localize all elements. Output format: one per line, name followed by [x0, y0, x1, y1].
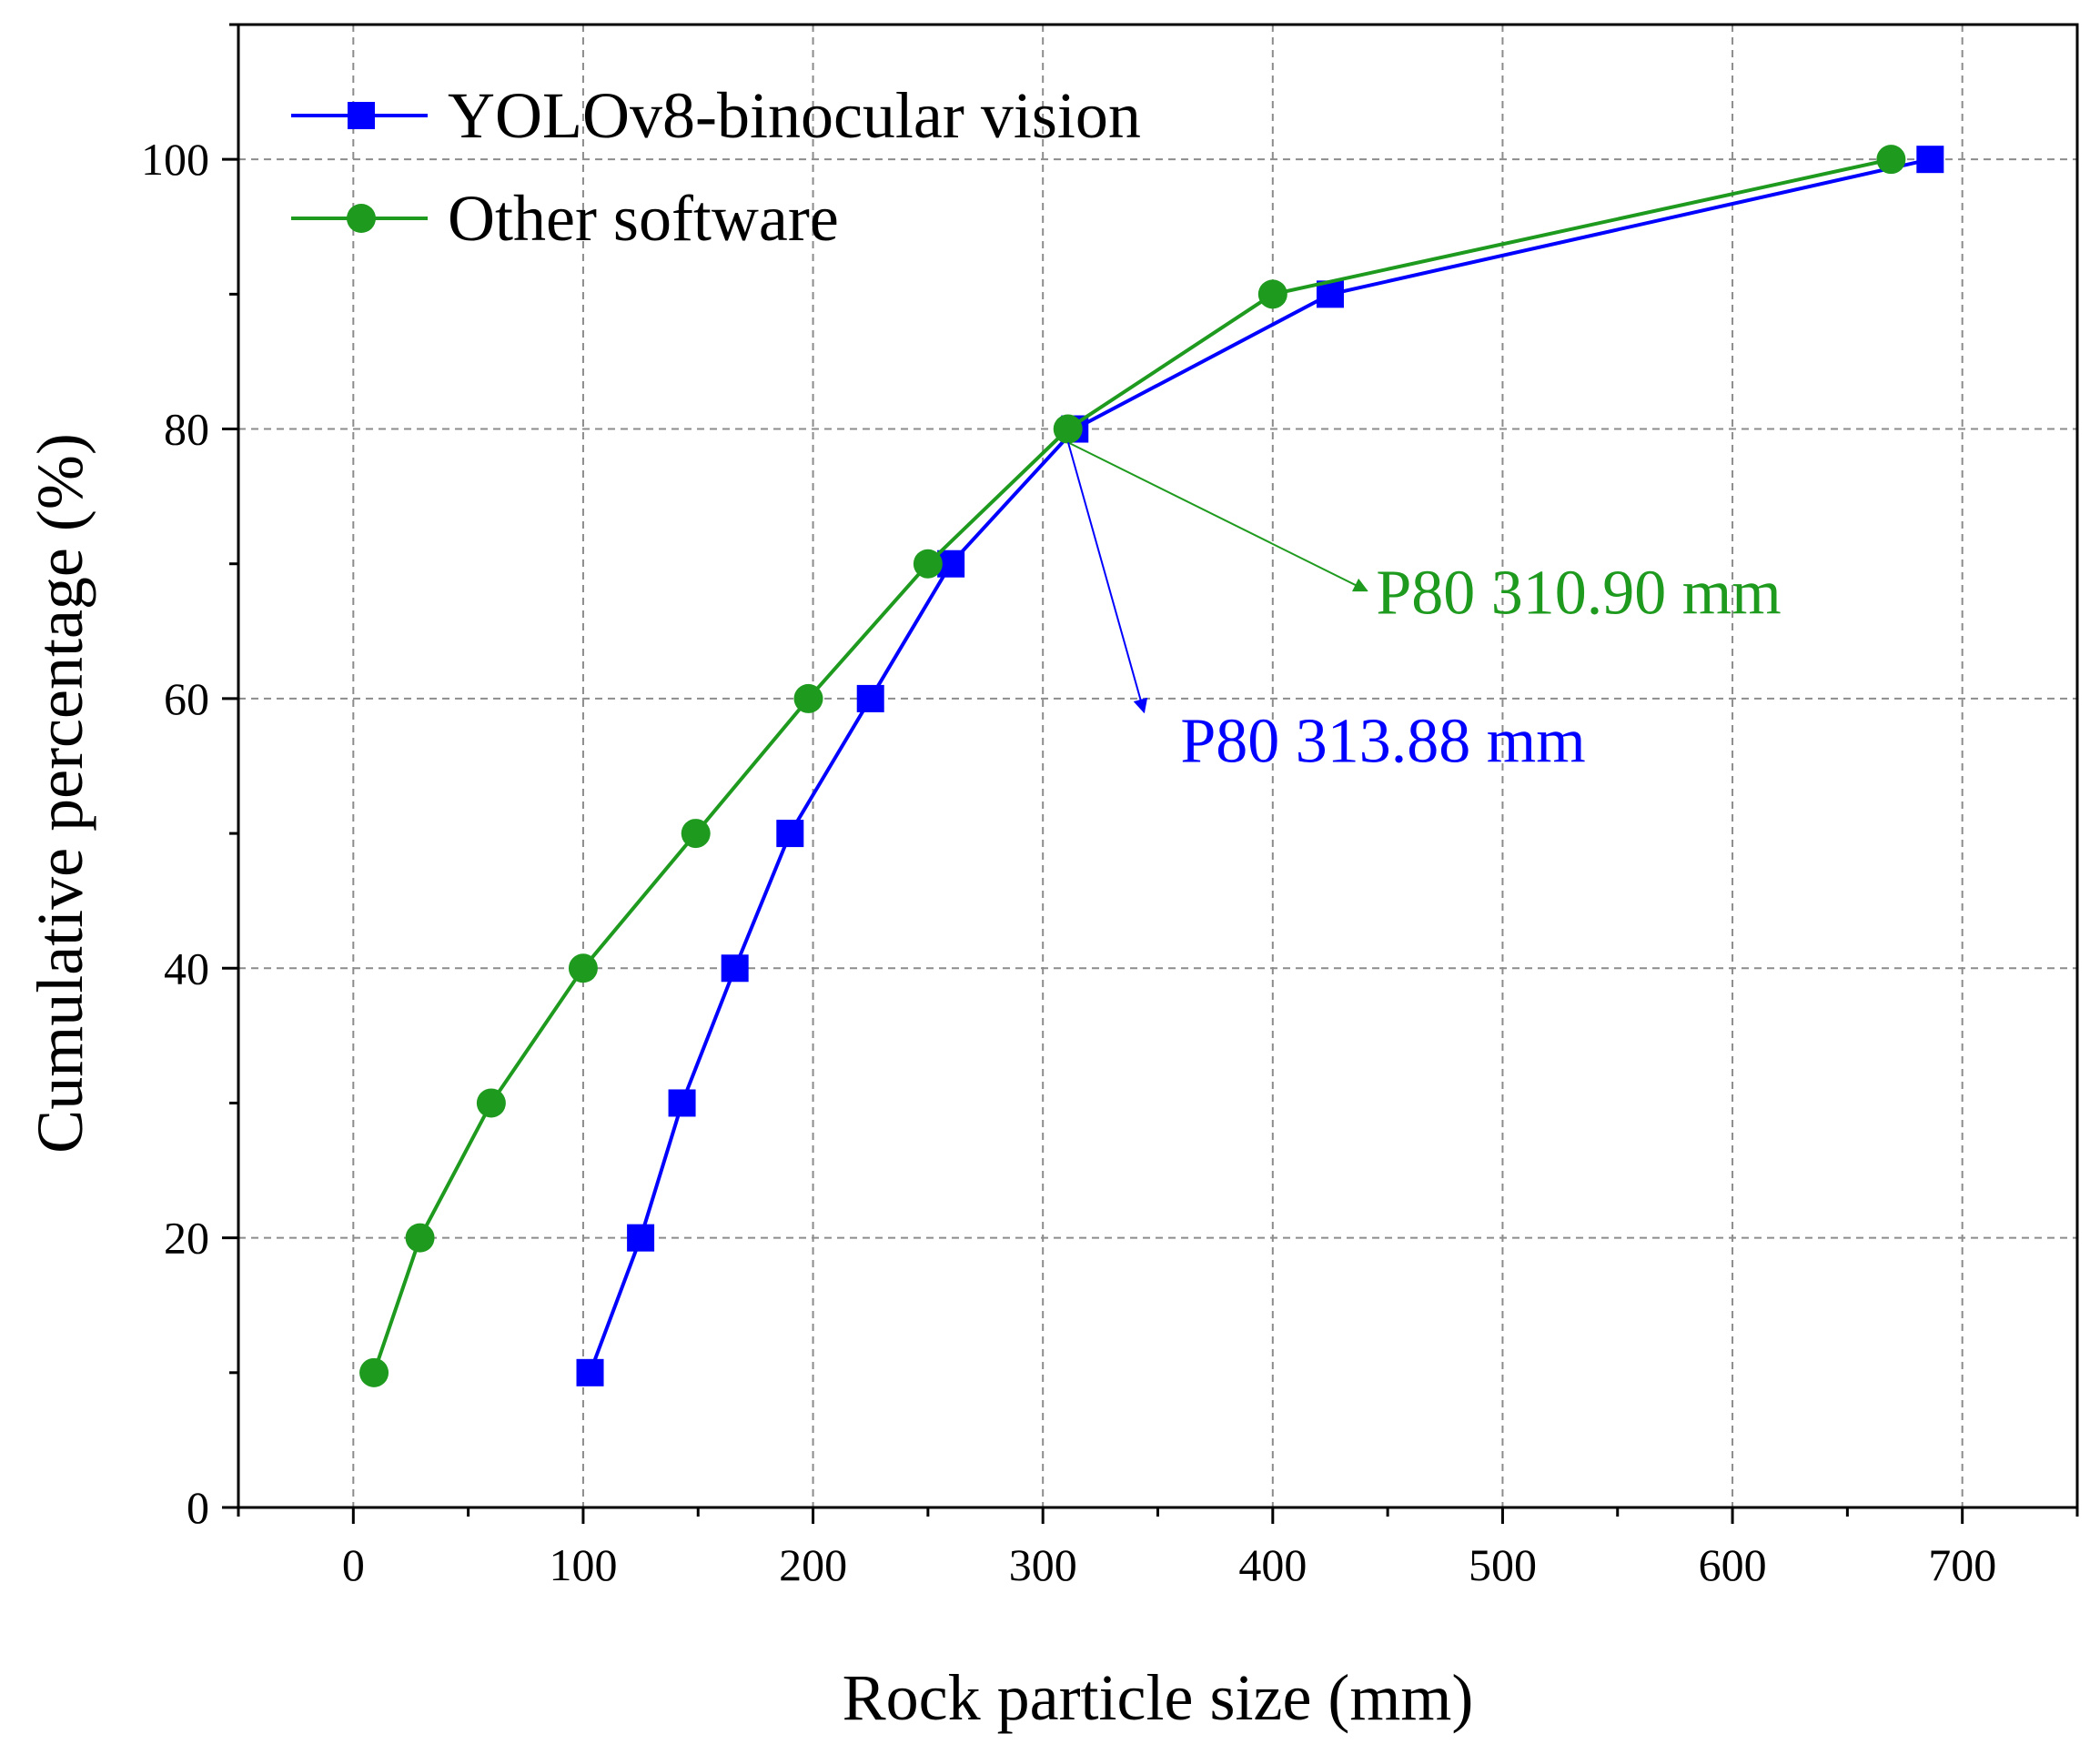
annotation-arrow-1	[1067, 442, 1148, 714]
x-tick-label: 0	[342, 1539, 365, 1590]
annotations: P80 310.90 mm P80 313.88 mm	[1067, 441, 1782, 777]
y-tick-label: 0	[187, 1482, 209, 1533]
series-0-point	[576, 1358, 604, 1386]
annotation-label-0: P80 310.90 mm	[1376, 558, 1781, 628]
y-tick-label: 80	[164, 404, 209, 455]
x-tick-label: 700	[1928, 1539, 1996, 1590]
series-1-point	[1053, 414, 1083, 444]
series-1-point	[476, 1088, 506, 1118]
series-0-point	[776, 820, 804, 848]
legend: YOLOv8-binocular vision Other software	[291, 79, 1141, 255]
x-tick-label: 100	[549, 1539, 617, 1590]
x-tick-label: 200	[779, 1539, 847, 1590]
series	[359, 145, 1944, 1387]
series-1-point	[913, 549, 943, 579]
series-1-point	[405, 1223, 435, 1253]
series-1-point	[1876, 145, 1906, 175]
series-1-point	[568, 953, 598, 983]
series-line-0	[588, 157, 1931, 1374]
series-1-point	[1257, 279, 1287, 309]
annotation-arrow-0	[1067, 441, 1368, 592]
axes: 0 100 200 300 400 500 600 700 0 20 40 60 80 100	[141, 23, 2079, 1590]
series-0-point	[721, 954, 749, 983]
legend-marker-1	[347, 204, 376, 233]
y-tick-label: 100	[141, 134, 209, 185]
series-1-point	[793, 683, 823, 713]
y-tick-label: 60	[164, 673, 209, 724]
grid	[238, 25, 2077, 1507]
series-0-point	[856, 684, 884, 712]
series-line-1	[372, 157, 1892, 1374]
legend-label-0: YOLOv8-binocular vision	[448, 79, 1141, 152]
legend-label-1: Other software	[448, 182, 839, 255]
x-axis-title: Rock particle size (mm)	[843, 1661, 1474, 1734]
series-0-point	[668, 1089, 696, 1117]
y-tick-label: 20	[164, 1213, 209, 1264]
series-1-point	[681, 819, 711, 849]
series-0-point	[627, 1224, 655, 1252]
y-tick-label: 40	[164, 943, 209, 993]
legend-marker-0	[348, 102, 375, 129]
x-tick-label: 400	[1238, 1539, 1307, 1590]
y-axis-title: Cumulative percentage (%)	[24, 433, 96, 1154]
x-tick-label: 500	[1469, 1539, 1537, 1590]
series-1-point	[359, 1357, 389, 1387]
x-tick-label: 600	[1699, 1539, 1767, 1590]
x-tick-label: 300	[1009, 1539, 1077, 1590]
series-0-point	[1916, 146, 1944, 174]
annotation-label-1: P80 313.88 mm	[1180, 707, 1585, 777]
